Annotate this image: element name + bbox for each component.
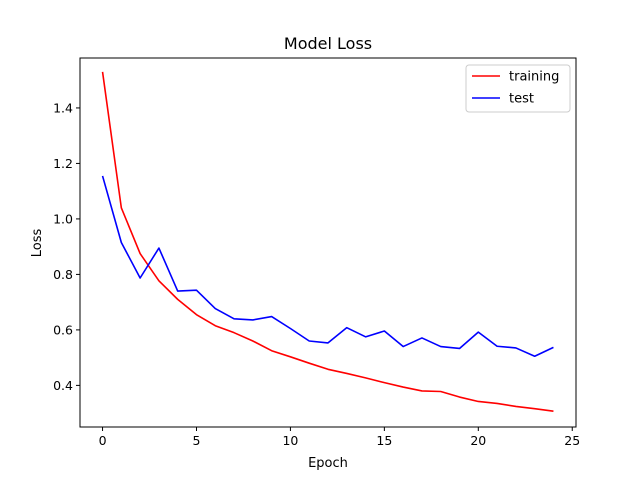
- legend-label-test: test: [509, 92, 534, 107]
- x-tick-label: 0: [99, 433, 107, 448]
- x-axis-ticks: 0 5 10 15 20 25: [99, 427, 580, 448]
- y-axis-label: Loss: [30, 229, 45, 258]
- y-tick-label: 0.8: [53, 267, 73, 282]
- y-tick-label: 1.0: [53, 211, 73, 226]
- series-line-training: [101, 71, 554, 412]
- x-tick-label: 10: [282, 433, 298, 448]
- legend-label-training: training: [509, 70, 559, 85]
- x-tick-label: 20: [470, 433, 486, 448]
- x-tick-label: 15: [376, 433, 392, 448]
- plot-frame: [79, 57, 577, 428]
- legend: training test: [465, 64, 571, 113]
- y-tick-label: 1.4: [53, 100, 73, 115]
- y-tick-label: 0.4: [53, 378, 73, 393]
- y-tick-label: 0.6: [53, 322, 73, 337]
- series-layer: [101, 71, 554, 412]
- plot-area: [80, 58, 576, 427]
- chart-title: Model Loss: [284, 34, 372, 53]
- y-axis-ticks: 0.4 0.6 0.8 1.0 1.2 1.4: [53, 100, 80, 393]
- x-axis-label: Epoch: [308, 456, 348, 471]
- y-tick-label: 1.2: [53, 156, 73, 171]
- x-tick-label: 25: [564, 433, 580, 448]
- x-tick-label: 5: [193, 433, 201, 448]
- series-line-test: [101, 175, 554, 358]
